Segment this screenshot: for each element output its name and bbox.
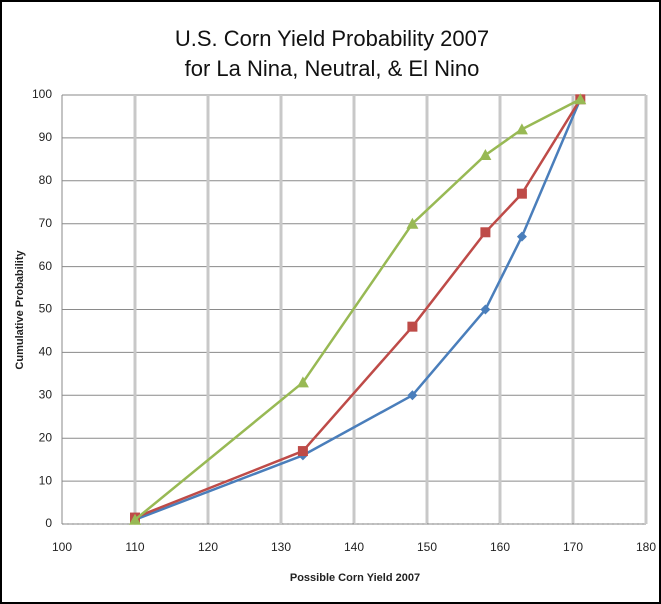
x-tick-label: 150 [417,540,437,554]
marker [129,513,141,525]
marker [574,93,587,105]
y-tick-label: 0 [45,516,52,530]
y-tick-label: 60 [39,259,53,273]
x-axis-label: Possible Corn Yield 2007 [290,572,420,584]
y-tick-label: 100 [32,87,52,101]
y-tick-label: 90 [39,130,53,144]
series-line [134,98,581,521]
y-tick-label: 50 [39,302,53,316]
y-tick-label: 80 [39,173,53,187]
y-axis-label: Cumulative Probability [14,250,26,370]
marker [407,321,418,332]
y-tick-label: 30 [39,387,53,401]
y-tick-label: 40 [39,345,53,359]
x-tick-label: 120 [198,540,218,554]
marker [516,188,527,199]
x-tick-label: 100 [52,540,72,554]
marker [480,227,491,238]
marker [296,376,309,388]
chart-title: for La Nina, Neutral, & El Nino [185,56,480,81]
chart-title: U.S. Corn Yield Probability 2007 [175,26,489,51]
x-tick-label: 180 [636,540,656,554]
marker [516,231,527,242]
series-line [134,98,582,519]
marker [406,217,419,229]
y-tick-label: 20 [39,430,53,444]
series-line [134,98,582,521]
x-tick-label: 130 [271,540,291,554]
y-tick-label: 70 [39,216,53,230]
x-tick-label: 160 [490,540,510,554]
x-tick-label: 170 [563,540,583,554]
marker [407,390,418,401]
marker [480,304,491,315]
marker [515,123,528,135]
x-tick-label: 140 [344,540,364,554]
marker [297,446,308,457]
y-tick-label: 10 [39,473,53,487]
x-tick-label: 110 [125,540,144,554]
marker [479,149,492,161]
